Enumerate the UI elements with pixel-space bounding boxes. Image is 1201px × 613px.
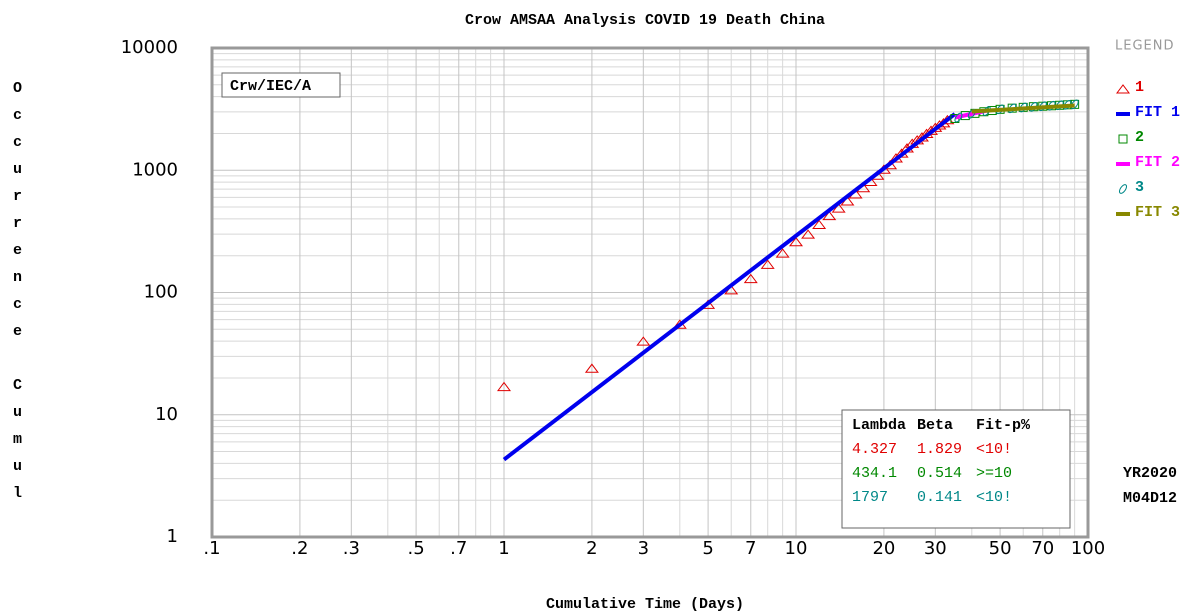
stats-header: Beta — [917, 417, 953, 434]
legend-title: LEGEND — [1115, 39, 1174, 54]
x-tick-label: 1 — [498, 538, 509, 559]
x-tick-label: 50 — [989, 538, 1012, 559]
x-tick-label: .3 — [343, 538, 360, 559]
point — [831, 203, 846, 213]
point — [760, 259, 775, 269]
point — [775, 248, 790, 258]
y-tick-label: 100 — [144, 282, 178, 303]
y-axis-label: Occurrence Cumul — [9, 80, 26, 512]
method-box — [221, 72, 341, 98]
y-tick-label: 1000 — [132, 159, 178, 180]
fit-line — [502, 112, 957, 462]
x-tick-label: 30 — [924, 538, 947, 559]
date-label: M04D12 — [1123, 490, 1177, 507]
point — [822, 210, 837, 221]
y-tick-label: 10000 — [121, 37, 178, 58]
chart-title: Crow AMSAA Analysis COVID 19 Death China — [465, 12, 825, 29]
stats-cell: <10! — [976, 489, 1012, 506]
x-tick-label: 3 — [638, 538, 649, 559]
point — [743, 273, 758, 284]
y-tick-label: 1 — [167, 526, 178, 547]
point — [584, 363, 599, 373]
point — [497, 381, 511, 392]
point — [1070, 99, 1079, 110]
stats-cell: 1.829 — [917, 441, 962, 458]
point — [954, 112, 963, 123]
x-tick-label: 20 — [872, 538, 895, 559]
y-tick-label: 10 — [155, 404, 178, 425]
x-tick-label: .2 — [291, 538, 308, 559]
x-tick-label: 100 — [1071, 538, 1105, 559]
legend-label: FIT 2 — [1135, 154, 1180, 171]
point — [801, 229, 816, 239]
stats-header: Fit-p% — [976, 417, 1031, 434]
point — [789, 236, 803, 247]
stats-cell: 4.327 — [852, 441, 897, 458]
x-tick-label: 2 — [586, 538, 597, 559]
stats-cell: 1797 — [852, 489, 888, 506]
x-tick-label: 5 — [702, 538, 713, 559]
point — [1118, 184, 1128, 194]
legend-label: 2 — [1135, 129, 1144, 146]
point — [636, 336, 651, 346]
stats-header: Lambda — [852, 417, 906, 434]
point — [812, 219, 827, 229]
date-label: YR2020 — [1123, 465, 1177, 482]
point — [1118, 134, 1128, 144]
x-tick-label: .5 — [408, 538, 425, 559]
legend-label: FIT 3 — [1135, 204, 1180, 221]
x-tick-label: .1 — [203, 538, 220, 559]
legend-label: 1 — [1135, 79, 1144, 96]
stats-cell: 434.1 — [852, 465, 897, 482]
x-tick-label: 7 — [745, 538, 756, 559]
stats-cell: >=10 — [976, 465, 1012, 482]
fit-line — [971, 103, 1075, 114]
legend-label: FIT 1 — [1135, 104, 1180, 121]
x-tick-label: .7 — [450, 538, 467, 559]
x-axis-label: Cumulative Time (Days) — [546, 596, 744, 613]
point — [1116, 84, 1130, 94]
legend-label: 3 — [1135, 179, 1144, 196]
stats-cell: 0.141 — [917, 489, 962, 506]
x-tick-label: 70 — [1031, 538, 1054, 559]
x-tick-label: 10 — [785, 538, 808, 559]
stats-cell: <10! — [976, 441, 1012, 458]
method-label: Crw/IEC/A — [230, 78, 311, 95]
plot-frame — [210, 46, 1090, 539]
stats-box — [841, 409, 1071, 529]
stats-cell: 0.514 — [917, 465, 962, 482]
